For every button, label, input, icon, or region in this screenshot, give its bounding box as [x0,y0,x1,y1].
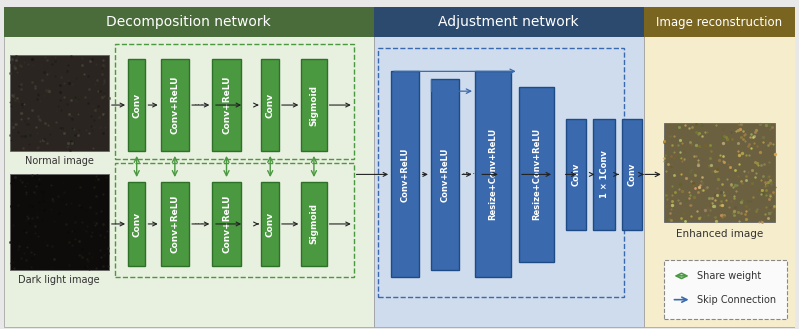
Text: Conv: Conv [266,92,275,117]
Text: Conv+ReLU: Conv+ReLU [170,76,179,134]
Text: Conv: Conv [132,212,141,237]
Text: ····: ···· [194,219,209,229]
Text: Decomposition network: Decomposition network [106,15,271,29]
FancyBboxPatch shape [622,119,642,230]
FancyBboxPatch shape [213,182,240,266]
FancyBboxPatch shape [374,7,644,327]
Text: Resize+Conv+ReLU: Resize+Conv+ReLU [532,128,541,220]
Text: Conv+ReLU: Conv+ReLU [170,195,179,253]
FancyBboxPatch shape [10,174,109,269]
FancyBboxPatch shape [10,56,109,151]
FancyBboxPatch shape [644,7,795,37]
FancyBboxPatch shape [644,7,795,327]
Text: Conv: Conv [132,92,141,117]
Text: Dark light image: Dark light image [18,275,100,285]
FancyBboxPatch shape [664,260,787,319]
FancyBboxPatch shape [374,7,644,37]
FancyBboxPatch shape [4,7,374,37]
FancyBboxPatch shape [475,71,511,277]
Text: Conv+ReLU: Conv+ReLU [222,76,231,134]
Text: Image reconstruction: Image reconstruction [656,16,782,29]
Text: ····: ···· [194,100,209,110]
FancyBboxPatch shape [161,182,189,266]
FancyBboxPatch shape [301,60,327,151]
FancyBboxPatch shape [301,182,327,266]
Text: Normal image: Normal image [25,156,93,166]
FancyBboxPatch shape [261,182,279,266]
FancyBboxPatch shape [128,60,145,151]
Text: Resize+Conv+ReLU: Resize+Conv+ReLU [488,128,497,220]
FancyBboxPatch shape [392,71,419,277]
Text: Conv+ReLU: Conv+ReLU [222,195,231,253]
FancyBboxPatch shape [4,7,374,327]
Text: Conv: Conv [572,163,581,186]
Text: Enhanced image: Enhanced image [676,229,763,239]
Text: Sigmoid: Sigmoid [309,85,319,126]
Text: Adjustment network: Adjustment network [439,15,579,29]
FancyBboxPatch shape [431,79,459,269]
Text: Skip Connection: Skip Connection [697,295,776,305]
Text: ····: ···· [462,169,476,179]
FancyBboxPatch shape [566,119,586,230]
Text: Sigmoid: Sigmoid [309,203,319,244]
Text: Conv: Conv [266,212,275,237]
FancyBboxPatch shape [161,60,189,151]
FancyBboxPatch shape [213,60,240,151]
Text: Conv: Conv [627,163,636,186]
Text: 1 × 1Conv: 1 × 1Conv [599,150,609,198]
Text: Conv+ReLU: Conv+ReLU [401,147,410,202]
FancyBboxPatch shape [128,182,145,266]
FancyBboxPatch shape [261,60,279,151]
Text: Conv+ReLU: Conv+ReLU [440,147,450,202]
FancyBboxPatch shape [519,87,555,262]
Text: Share weight: Share weight [697,271,761,281]
FancyBboxPatch shape [664,123,775,222]
FancyBboxPatch shape [593,119,615,230]
